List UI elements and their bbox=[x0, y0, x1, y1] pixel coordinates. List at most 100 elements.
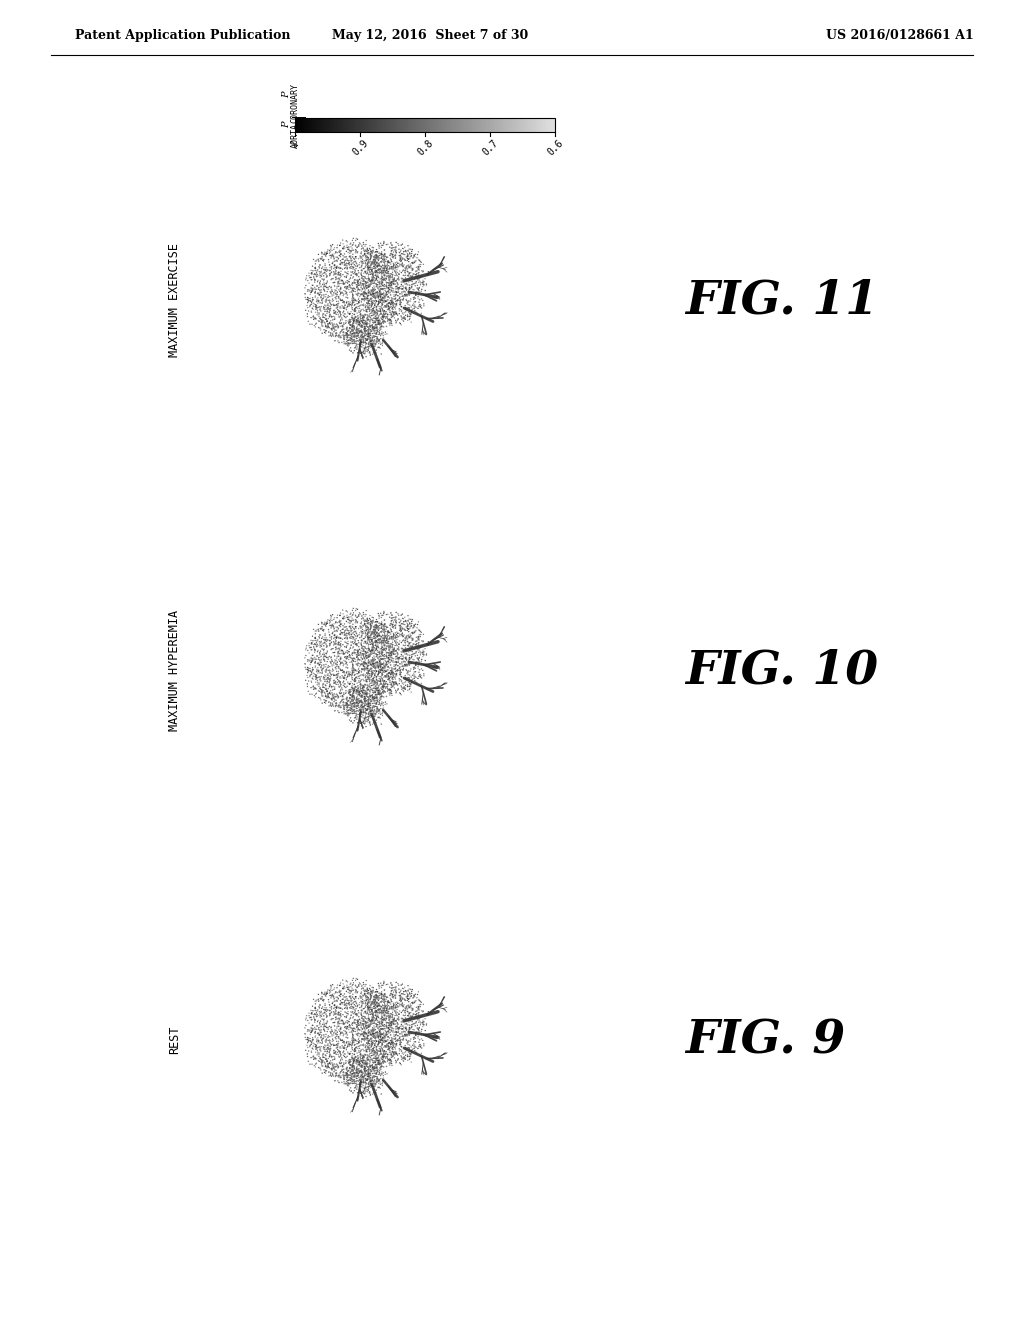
Point bbox=[350, 1002, 367, 1023]
Point bbox=[395, 1020, 412, 1041]
Point bbox=[358, 702, 375, 723]
Point bbox=[412, 664, 428, 685]
Point bbox=[395, 285, 412, 306]
Point bbox=[323, 264, 339, 285]
Point bbox=[332, 301, 348, 322]
Point bbox=[350, 640, 367, 661]
Point bbox=[367, 1052, 383, 1073]
Point bbox=[336, 333, 352, 354]
Point bbox=[364, 296, 380, 317]
Point bbox=[362, 994, 379, 1015]
Point bbox=[387, 304, 403, 325]
Point bbox=[360, 993, 377, 1014]
Point bbox=[365, 672, 381, 693]
Point bbox=[316, 242, 333, 263]
Point bbox=[353, 987, 370, 1008]
Point bbox=[381, 255, 397, 276]
Point bbox=[356, 1030, 373, 1051]
Point bbox=[382, 977, 398, 998]
Point bbox=[325, 985, 341, 1006]
Point bbox=[361, 315, 378, 337]
Point bbox=[339, 1022, 355, 1043]
Point bbox=[337, 636, 353, 657]
Point bbox=[373, 648, 389, 669]
Point bbox=[344, 1030, 360, 1051]
Point bbox=[384, 1018, 400, 1039]
Point bbox=[373, 648, 389, 669]
Point bbox=[376, 973, 392, 994]
Point bbox=[324, 1031, 340, 1052]
Point bbox=[379, 1047, 395, 1068]
Point bbox=[378, 1001, 394, 1022]
Point bbox=[406, 280, 422, 301]
Point bbox=[362, 290, 379, 312]
Point bbox=[351, 1059, 368, 1080]
Point bbox=[355, 234, 372, 255]
Point bbox=[375, 1012, 391, 1034]
Point bbox=[351, 639, 368, 660]
Point bbox=[399, 1045, 416, 1067]
Point bbox=[301, 1007, 317, 1028]
Point bbox=[348, 1078, 365, 1100]
Point bbox=[359, 693, 376, 714]
Point bbox=[346, 1063, 362, 1084]
Point bbox=[316, 993, 333, 1014]
Point bbox=[370, 603, 386, 624]
Point bbox=[357, 323, 374, 345]
Point bbox=[312, 652, 329, 673]
Point bbox=[387, 977, 403, 998]
Point bbox=[332, 667, 348, 688]
Point bbox=[377, 997, 393, 1018]
Point bbox=[372, 680, 388, 701]
Point bbox=[381, 288, 397, 309]
Point bbox=[352, 1040, 369, 1061]
Point bbox=[374, 1040, 390, 1061]
Point bbox=[371, 620, 387, 642]
Point bbox=[324, 1057, 340, 1078]
Point bbox=[416, 296, 432, 317]
Point bbox=[376, 1028, 392, 1049]
Point bbox=[314, 680, 331, 701]
Point bbox=[348, 337, 365, 358]
Point bbox=[379, 1016, 395, 1038]
Point bbox=[319, 651, 336, 672]
Point bbox=[350, 989, 367, 1010]
Point bbox=[360, 660, 377, 681]
Point bbox=[322, 634, 338, 655]
Point bbox=[353, 645, 370, 667]
Point bbox=[362, 701, 379, 722]
Point bbox=[397, 285, 414, 306]
Point bbox=[380, 1018, 396, 1039]
Point bbox=[399, 618, 416, 639]
Point bbox=[327, 624, 343, 645]
Point bbox=[318, 1060, 335, 1081]
Point bbox=[371, 1071, 387, 1092]
Point bbox=[406, 1039, 422, 1060]
Point bbox=[314, 1030, 331, 1051]
Point bbox=[299, 676, 315, 697]
Point bbox=[378, 1011, 394, 1032]
Point bbox=[312, 649, 329, 671]
Point bbox=[373, 677, 389, 698]
Point bbox=[355, 1035, 372, 1056]
Bar bbox=[476, 117, 477, 132]
Point bbox=[359, 994, 376, 1015]
Point bbox=[355, 342, 372, 363]
Point bbox=[396, 635, 413, 656]
Point bbox=[412, 1036, 428, 1057]
Point bbox=[377, 285, 393, 306]
Point bbox=[367, 1035, 383, 1056]
Point bbox=[357, 626, 374, 647]
Point bbox=[348, 701, 365, 722]
Point bbox=[333, 634, 349, 655]
Point bbox=[407, 298, 423, 319]
Point bbox=[373, 284, 389, 305]
Point bbox=[361, 1063, 378, 1084]
Point bbox=[317, 630, 334, 651]
Point bbox=[384, 1034, 400, 1055]
Point bbox=[375, 605, 391, 626]
Point bbox=[344, 331, 360, 352]
Point bbox=[367, 294, 383, 315]
Point bbox=[336, 1067, 352, 1088]
Point bbox=[366, 318, 382, 339]
